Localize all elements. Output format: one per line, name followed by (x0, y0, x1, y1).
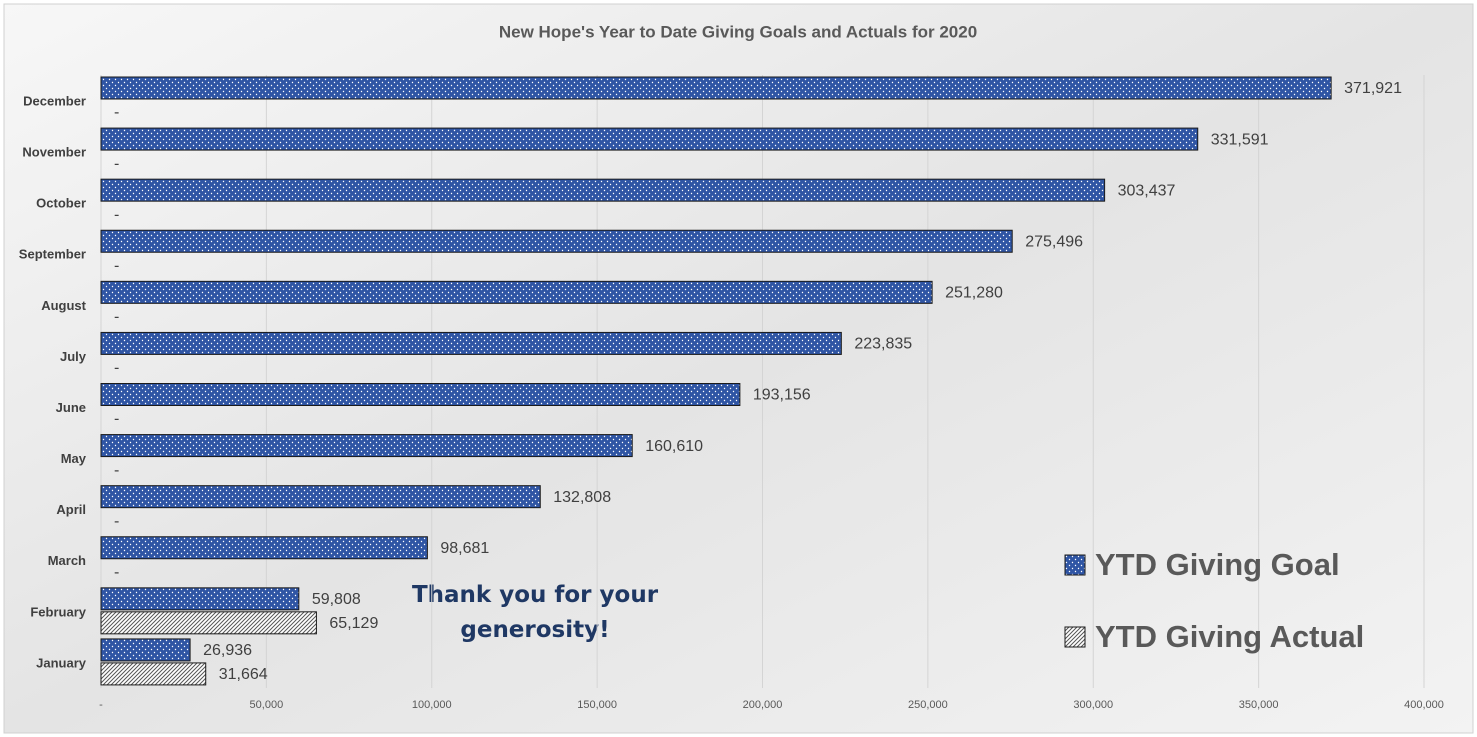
bar (100, 587, 300, 611)
data-label: 223,835 (854, 336, 912, 353)
bar (100, 611, 317, 635)
data-label: - (114, 564, 119, 581)
data-label: - (114, 104, 119, 121)
bar (100, 485, 541, 509)
annotation: Thank you for your generosity! (411, 582, 659, 643)
x-tick-label: 300,000 (1073, 699, 1113, 711)
bar (100, 229, 1013, 253)
data-label: 65,129 (329, 615, 378, 632)
y-tick-label: December (23, 93, 86, 108)
legend-swatch (1064, 626, 1086, 648)
x-tick-label: 50,000 (250, 699, 284, 711)
annotation-box: Thank you for your generosity! (411, 582, 659, 643)
y-tick-label: May (61, 451, 87, 466)
bar (100, 178, 1106, 202)
data-label: - (114, 411, 119, 428)
chart-title: New Hope's Year to Date Giving Goals and… (499, 22, 977, 41)
x-tick-label: 200,000 (743, 699, 783, 711)
data-label: - (114, 309, 119, 326)
data-label: 371,921 (1344, 80, 1402, 97)
x-tick-label: 100,000 (412, 699, 452, 711)
data-label: 160,610 (645, 438, 703, 455)
y-tick-label: April (56, 502, 86, 517)
x-tick-label: 400,000 (1404, 699, 1444, 711)
bar (100, 536, 428, 560)
y-tick-label: July (60, 349, 87, 364)
data-label: 132,808 (553, 489, 611, 506)
y-tick-label: June (56, 400, 86, 415)
bar (100, 638, 191, 662)
x-tick-label: 150,000 (577, 699, 617, 711)
y-tick-label: August (41, 298, 86, 313)
bar (100, 280, 933, 304)
legend-label: YTD Giving Actual (1095, 619, 1364, 654)
bar (100, 331, 842, 355)
data-label: 31,664 (219, 666, 268, 683)
x-tick-label: - (99, 699, 103, 711)
data-label: 275,496 (1025, 233, 1083, 250)
y-tick-label: February (30, 604, 86, 619)
legend-swatch (1064, 554, 1086, 576)
data-label: 193,156 (753, 387, 811, 404)
y-tick-label: January (36, 655, 87, 670)
bar (100, 662, 207, 686)
x-tick-label: 350,000 (1239, 699, 1279, 711)
data-label: - (114, 206, 119, 223)
data-label: - (114, 360, 119, 377)
bar (100, 127, 1199, 151)
legend-label: YTD Giving Goal (1095, 547, 1340, 582)
bar (100, 76, 1332, 100)
y-tick-label: November (22, 145, 86, 160)
y-tick-label: October (36, 196, 86, 211)
x-tick-label: 250,000 (908, 699, 948, 711)
data-label: 98,681 (440, 540, 489, 557)
bar (100, 434, 633, 458)
data-label: 59,808 (312, 591, 361, 608)
data-label: - (114, 513, 119, 530)
data-label: - (114, 155, 119, 172)
bar (100, 383, 741, 406)
data-label: 303,437 (1118, 182, 1176, 199)
data-label: 251,280 (945, 285, 1003, 302)
data-label: - (114, 462, 119, 479)
data-label: 26,936 (203, 642, 252, 659)
data-label: 331,591 (1211, 131, 1269, 148)
y-tick-label: September (19, 247, 86, 262)
data-label: - (114, 257, 119, 274)
y-tick-label: March (48, 553, 86, 568)
